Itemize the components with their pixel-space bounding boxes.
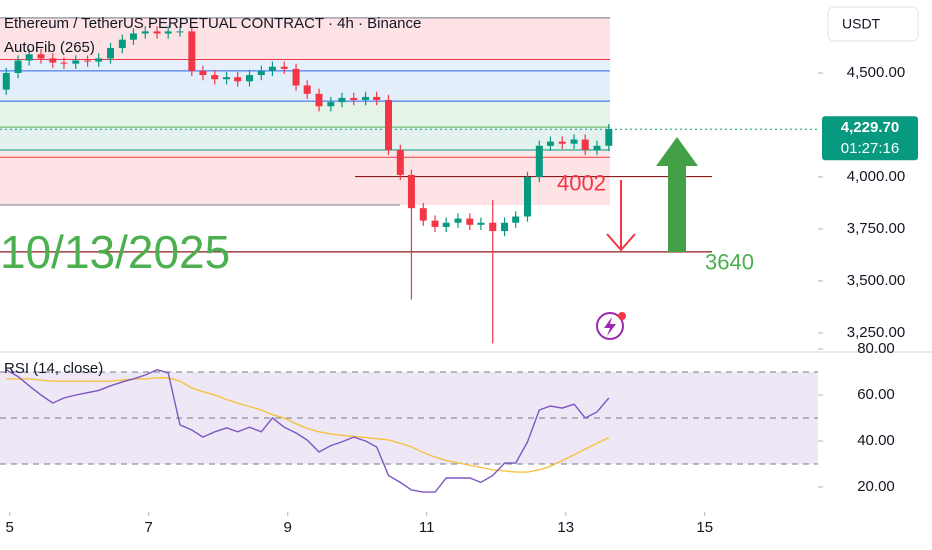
y-tick-label: 20.00 <box>857 478 895 495</box>
currency-label: USDT <box>842 16 881 32</box>
x-tick-label: 15 <box>696 519 713 536</box>
candle-body <box>466 218 474 225</box>
indicator-label: AutoFib (265) <box>4 39 95 56</box>
candle-body <box>581 139 589 150</box>
candle-body <box>431 220 439 227</box>
candle-body <box>546 141 554 146</box>
fib-band <box>0 101 610 128</box>
date-note: 10/13/2025 <box>0 226 230 278</box>
candle-body <box>95 58 103 62</box>
candle-body <box>605 129 613 146</box>
y-tick-label: 60.00 <box>857 386 895 403</box>
x-tick-label: 9 <box>284 519 292 536</box>
candle-body <box>153 31 161 34</box>
candle-body <box>60 62 68 64</box>
rsi-line <box>5 368 610 493</box>
rsi-title: RSI (14, close) <box>4 360 103 377</box>
candle-body <box>373 96 381 101</box>
candle-body <box>268 66 276 71</box>
candle-body <box>454 218 462 223</box>
x-tick-label: 13 <box>557 519 574 536</box>
candle-body <box>129 33 137 40</box>
candle-body <box>84 60 92 62</box>
candle-body <box>107 48 115 59</box>
candle-body <box>118 39 126 49</box>
alert-bolt <box>604 317 616 336</box>
y-tick-label: 40.00 <box>857 432 895 449</box>
candle-body <box>25 54 33 61</box>
candle-body <box>442 222 450 227</box>
candle-body <box>303 85 311 94</box>
alert-icon[interactable] <box>596 312 624 340</box>
chart-title: Ethereum / TetherUS PERPETUAL CONTRACT ·… <box>4 15 421 32</box>
fib-band <box>0 149 610 158</box>
candle-body <box>188 31 196 71</box>
up-arrow <box>656 137 698 252</box>
candle-body <box>257 70 265 76</box>
candle-body <box>49 58 57 63</box>
candle-body <box>164 31 172 34</box>
candle-body <box>327 102 335 107</box>
candle-body <box>315 93 323 107</box>
fib-band <box>0 17 610 60</box>
candle-body <box>419 208 427 221</box>
fib-band <box>0 59 610 71</box>
annotation-label: 3640 <box>705 250 754 275</box>
annotation-label: 4002 <box>557 170 606 195</box>
candle-body <box>558 141 566 144</box>
y-tick-label: 3,250.00 <box>847 324 905 341</box>
alert-dot <box>618 312 626 320</box>
candle-body <box>246 75 254 82</box>
candle-body <box>501 222 509 232</box>
candle-body <box>489 222 497 232</box>
y-tick-label: 3,750.00 <box>847 220 905 237</box>
y-tick-label: 3,500.00 <box>847 272 905 289</box>
y-tick-label: 4,500.00 <box>847 64 905 81</box>
candle-body <box>223 77 231 80</box>
candle-body <box>512 216 520 223</box>
candle-body <box>14 60 22 73</box>
candle-body <box>362 96 370 101</box>
candle-body <box>72 60 80 64</box>
candle-body <box>176 31 184 33</box>
candle-body <box>211 75 219 80</box>
candle-body <box>280 66 288 69</box>
candle-body <box>292 68 300 86</box>
y-tick-label: 4,000.00 <box>847 168 905 185</box>
candle-body <box>199 70 207 76</box>
candle-body <box>477 222 485 225</box>
candle-body <box>350 97 358 101</box>
x-tick-label: 7 <box>145 519 153 536</box>
candle-body <box>396 149 404 175</box>
countdown-label: 01:27:16 <box>841 140 899 157</box>
fib-band <box>0 157 610 206</box>
candle-body <box>338 97 346 103</box>
currency-button[interactable] <box>827 6 919 42</box>
candle-body <box>523 176 531 217</box>
last-price-tag <box>822 116 918 161</box>
candle-body <box>407 174 415 209</box>
candle-body <box>384 100 392 150</box>
candle-body <box>2 72 10 90</box>
fib-band <box>0 127 610 150</box>
candle-body <box>570 139 578 144</box>
y-tick-label: 80.00 <box>857 340 895 357</box>
candle-body <box>593 145 601 150</box>
candle-body <box>234 77 242 82</box>
candle-body <box>535 145 543 177</box>
candle-body <box>37 54 45 59</box>
rsi-line <box>6 377 610 473</box>
down-arrow-head <box>606 233 636 252</box>
x-tick-label: 5 <box>6 519 14 536</box>
x-tick-label: 11 <box>419 519 435 536</box>
last-price-label: 4,229.70 <box>841 119 899 136</box>
candle-body <box>141 31 149 34</box>
